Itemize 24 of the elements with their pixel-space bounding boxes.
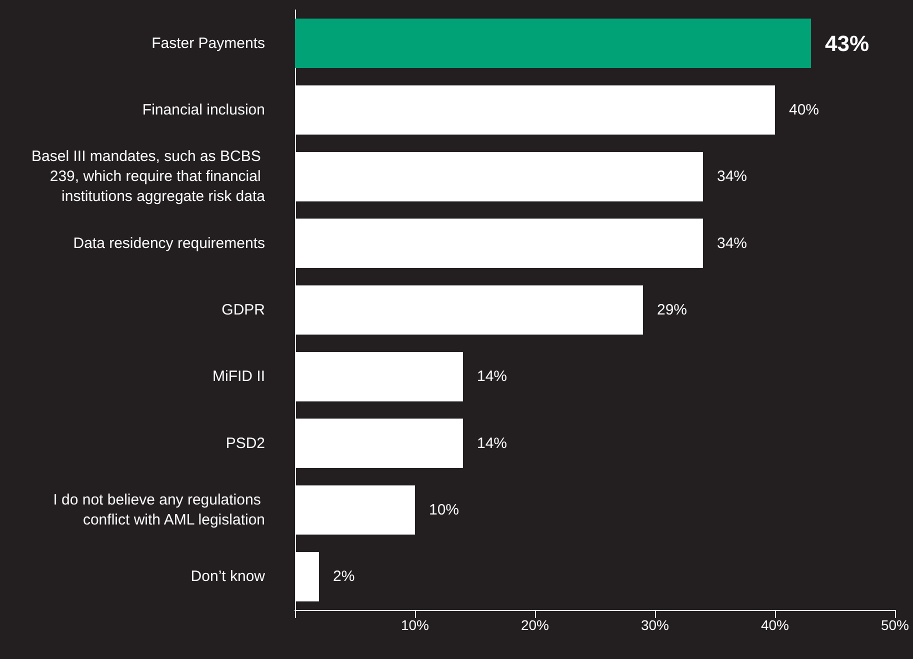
data-label: 10% xyxy=(429,502,460,518)
data-label: 29% xyxy=(657,302,688,318)
x-tick-label: 40% xyxy=(760,617,790,633)
x-tick-label: 30% xyxy=(640,617,670,633)
data-label: 14% xyxy=(477,434,508,452)
data-label: 43% xyxy=(825,30,870,56)
data-label: 2% xyxy=(333,568,355,586)
y-tick-label: Basel III mandates, such as BCBS 239, which require that financial institutions aggregate risk data xyxy=(32,148,266,206)
y-tick-label: Don’t know xyxy=(190,568,266,586)
data-label: 40% xyxy=(789,102,820,118)
y-tick-label: Faster Payments xyxy=(152,34,265,52)
y-tick-label: PSD2 xyxy=(226,434,265,452)
y-tick-label: GDPR xyxy=(222,302,266,318)
data-label: 34% xyxy=(717,168,748,186)
y-tick-label: Data residency requirements xyxy=(73,234,265,252)
x-tick-label: 10% xyxy=(400,617,430,633)
bar xyxy=(295,18,811,68)
y-tick-label: MiFID II xyxy=(212,368,265,386)
y-tick-label: Financial inclusion xyxy=(142,102,265,118)
y-tick-label: I do not believe any regulations conflict with AML legislation xyxy=(53,492,265,528)
x-tick-label: 20% xyxy=(520,617,550,633)
data-label: 14% xyxy=(477,368,508,386)
data-label: 34% xyxy=(717,234,748,252)
x-tick-label: 50% xyxy=(880,617,910,633)
